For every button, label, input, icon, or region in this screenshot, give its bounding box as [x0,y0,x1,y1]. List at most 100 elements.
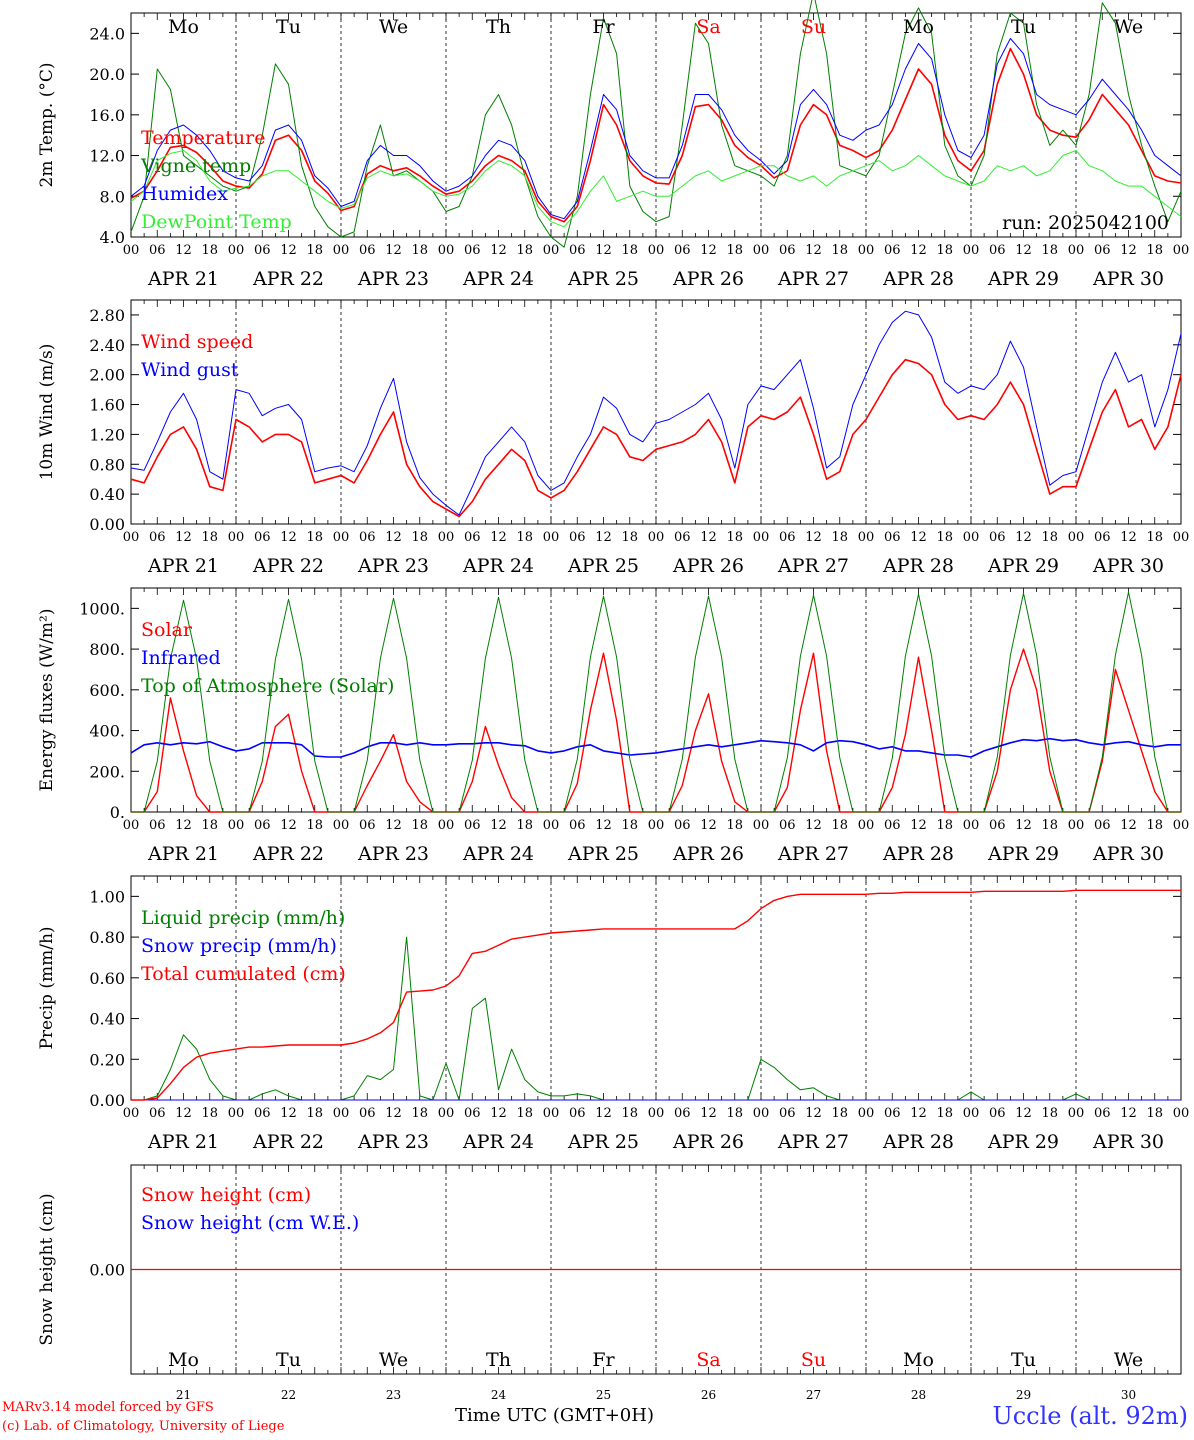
hour-tick-label: 00 [333,243,350,258]
hour-tick-label: 00 [1068,818,1085,833]
series-line-temp-2 [130,38,1182,220]
hour-tick-label: 18 [621,1106,638,1121]
hour-tick-label: 06 [464,530,481,545]
date-label: APR 25 [567,843,639,865]
y-tick-label: 0.00 [89,1261,125,1280]
hour-tick-label: 00 [543,243,560,258]
y-tick-label: 12.0 [89,147,125,166]
series-line-precip-2 [131,889,1181,1101]
hour-tick-label: 00 [963,530,980,545]
hour-tick-label: 00 [753,1106,770,1121]
date-label: APR 27 [777,843,849,865]
hour-tick-label: 12 [700,1106,717,1121]
hour-tick-label: 00 [228,243,245,258]
hour-tick-label: 06 [254,243,271,258]
hour-tick-label: 00 [228,530,245,545]
hour-tick-label: 06 [149,1106,166,1121]
hour-tick-label: 00 [123,530,140,545]
day-number-label: 25 [596,1388,611,1400]
hour-tick-label: 12 [910,243,927,258]
hour-tick-label: 00 [333,818,350,833]
day-number-label: 21 [176,1388,191,1400]
hour-tick-label: 00 [858,530,875,545]
hour-tick-label: 00 [1068,1106,1085,1121]
date-label: APR 29 [987,268,1059,290]
hour-tick-label: 12 [1015,818,1032,833]
y-tick-label: 8.0 [100,187,125,206]
date-label: APR 26 [672,843,744,865]
weekday-label-bottom: Tu [276,1349,301,1371]
hour-tick-label: 00 [1068,530,1085,545]
hour-tick-label: 00 [438,818,455,833]
y-tick-label: 600. [89,681,125,700]
hour-tick-label: 18 [621,818,638,833]
hour-tick-label: 06 [779,1106,796,1121]
weekday-label: Su [801,16,826,38]
weekday-label: Fr [592,16,615,38]
hour-tick-label: 00 [438,243,455,258]
y-tick-label: 2.80 [89,306,125,325]
y-tick-label: 0.80 [89,928,125,947]
weekday-label-bottom: Fr [592,1349,615,1371]
hour-tick-label: 12 [1120,1106,1137,1121]
hour-tick-label: 12 [175,1106,192,1121]
y-axis-label: Snow height (cm) [37,1193,57,1345]
weekday-label-bottom: We [1114,1349,1143,1371]
date-label: APR 21 [147,555,219,577]
hour-tick-label: 00 [333,1106,350,1121]
hour-tick-label: 12 [595,1106,612,1121]
hour-tick-label: 18 [726,243,743,258]
date-label: APR 30 [1092,843,1164,865]
date-label: APR 22 [252,1131,324,1153]
date-label: APR 29 [987,843,1059,865]
hour-tick-label: 06 [674,818,691,833]
hour-tick-label: 06 [1094,818,1111,833]
weekday-label: We [1114,16,1143,38]
date-label: APR 25 [567,555,639,577]
weekday-label-bottom: We [379,1349,408,1371]
hour-tick-label: 12 [490,1106,507,1121]
hour-tick-label: 12 [175,243,192,258]
credit-model: MARv3.14 model forced by GFS [2,1400,214,1415]
date-label: APR 27 [777,1131,849,1153]
day-number-label: 26 [701,1388,716,1400]
y-tick-label: 0.80 [89,455,125,474]
y-tick-label: 2.00 [89,366,125,385]
hour-tick-label: 18 [201,530,218,545]
weekday-label: Th [486,16,511,38]
y-tick-label: 0.00 [89,515,125,534]
hour-tick-label: 18 [1041,818,1058,833]
hour-tick-label: 12 [700,530,717,545]
date-label: APR 29 [987,555,1059,577]
series-line-flux-1 [130,737,1181,758]
hour-tick-label: 12 [1120,530,1137,545]
legend-entry: Wind gust [141,359,239,381]
series-line-temp-1 [130,0,1182,248]
y-tick-label: 16.0 [89,106,125,125]
hour-tick-label: 12 [910,1106,927,1121]
day-number-label: 30 [1121,1388,1136,1400]
y-tick-label: 0. [110,803,125,822]
date-label: APR 26 [672,1131,744,1153]
hour-tick-label: 00 [1173,243,1190,258]
date-label: APR 27 [777,268,849,290]
legend-entry: Snow precip (mm/h) [141,935,337,957]
series-line-wind-1 [130,310,1182,516]
y-axis-label: Precip (mm/h) [37,926,57,1049]
credit-lab: (c) Lab. of Climatology, University of L… [2,1419,285,1434]
series-line-wind-0 [130,358,1182,518]
hour-tick-label: 18 [201,243,218,258]
hour-tick-label: 12 [805,818,822,833]
hour-tick-label: 18 [411,530,428,545]
y-axis-label: 10m Wind (m/s) [37,344,57,481]
run-label: run: 2025042100 [1002,212,1169,234]
hour-tick-label: 00 [543,818,560,833]
y-axis-label: 2m Temp. (°C) [37,62,57,187]
weekday-label: Mo [168,16,199,38]
hour-tick-label: 00 [123,818,140,833]
weekday-label-bottom: Sa [696,1349,720,1371]
hour-tick-label: 00 [1068,243,1085,258]
hour-tick-label: 18 [621,530,638,545]
hour-tick-label: 12 [175,530,192,545]
y-tick-label: 1.20 [89,425,125,444]
